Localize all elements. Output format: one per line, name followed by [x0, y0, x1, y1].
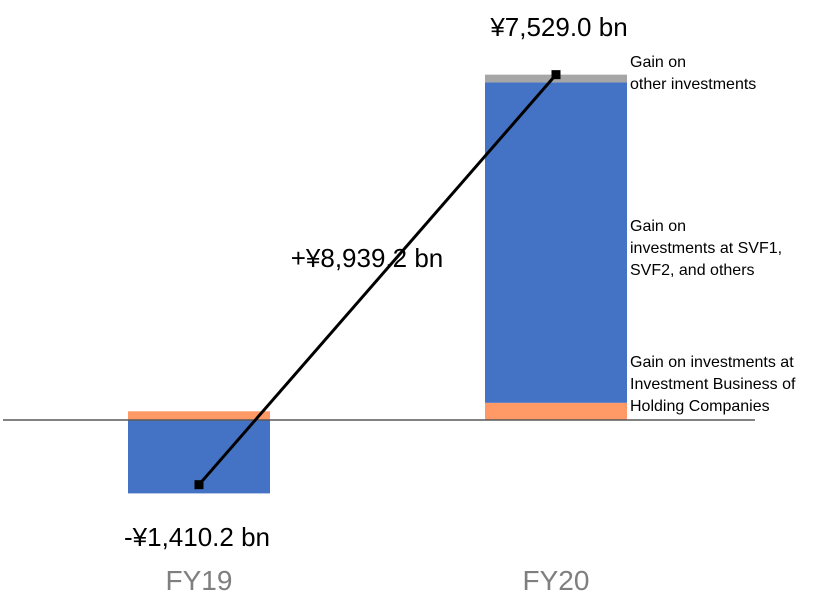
total-marker-fy19 — [194, 480, 204, 490]
chart-labels: -¥1,410.2 bn ¥7,529.0 bn +¥8,939.2 bn FY19 F… — [124, 12, 796, 596]
segment-label-line: investments at SVF1, — [630, 240, 782, 257]
difference-line — [197, 73, 558, 486]
bars — [128, 74, 627, 494]
segment-label-holding: Gain on investments at Investment Busines… — [630, 354, 796, 415]
difference-label: +¥8,939.2 bn — [291, 243, 444, 273]
segment-label-line: other investments — [630, 76, 756, 93]
segment-label-line: Gain on — [630, 54, 686, 71]
segment-label-line: Gain on — [630, 218, 686, 235]
bar-segment-holding-fy19 — [128, 411, 270, 420]
segment-label-other: Gain on other investments — [630, 54, 756, 93]
segment-label-svf: Gain on investments at SVF1, SVF2, and oth… — [630, 218, 782, 279]
category-label-fy20: FY20 — [523, 565, 590, 596]
segment-label-line: Investment Business of — [630, 376, 796, 393]
total-label-fy20: ¥7,529.0 bn — [489, 12, 627, 42]
bar-segment-svf-fy20 — [485, 82, 627, 403]
category-label-fy19: FY19 — [166, 565, 233, 596]
segment-label-line: Holding Companies — [630, 398, 770, 415]
segment-label-line: Gain on investments at — [630, 354, 794, 371]
total-marker-fy20 — [551, 70, 561, 80]
bar-segment-holding-fy20 — [485, 402, 627, 420]
total-connector — [194, 70, 561, 490]
segment-label-line: SVF2, and others — [630, 262, 755, 279]
total-label-fy19: -¥1,410.2 bn — [124, 522, 270, 552]
